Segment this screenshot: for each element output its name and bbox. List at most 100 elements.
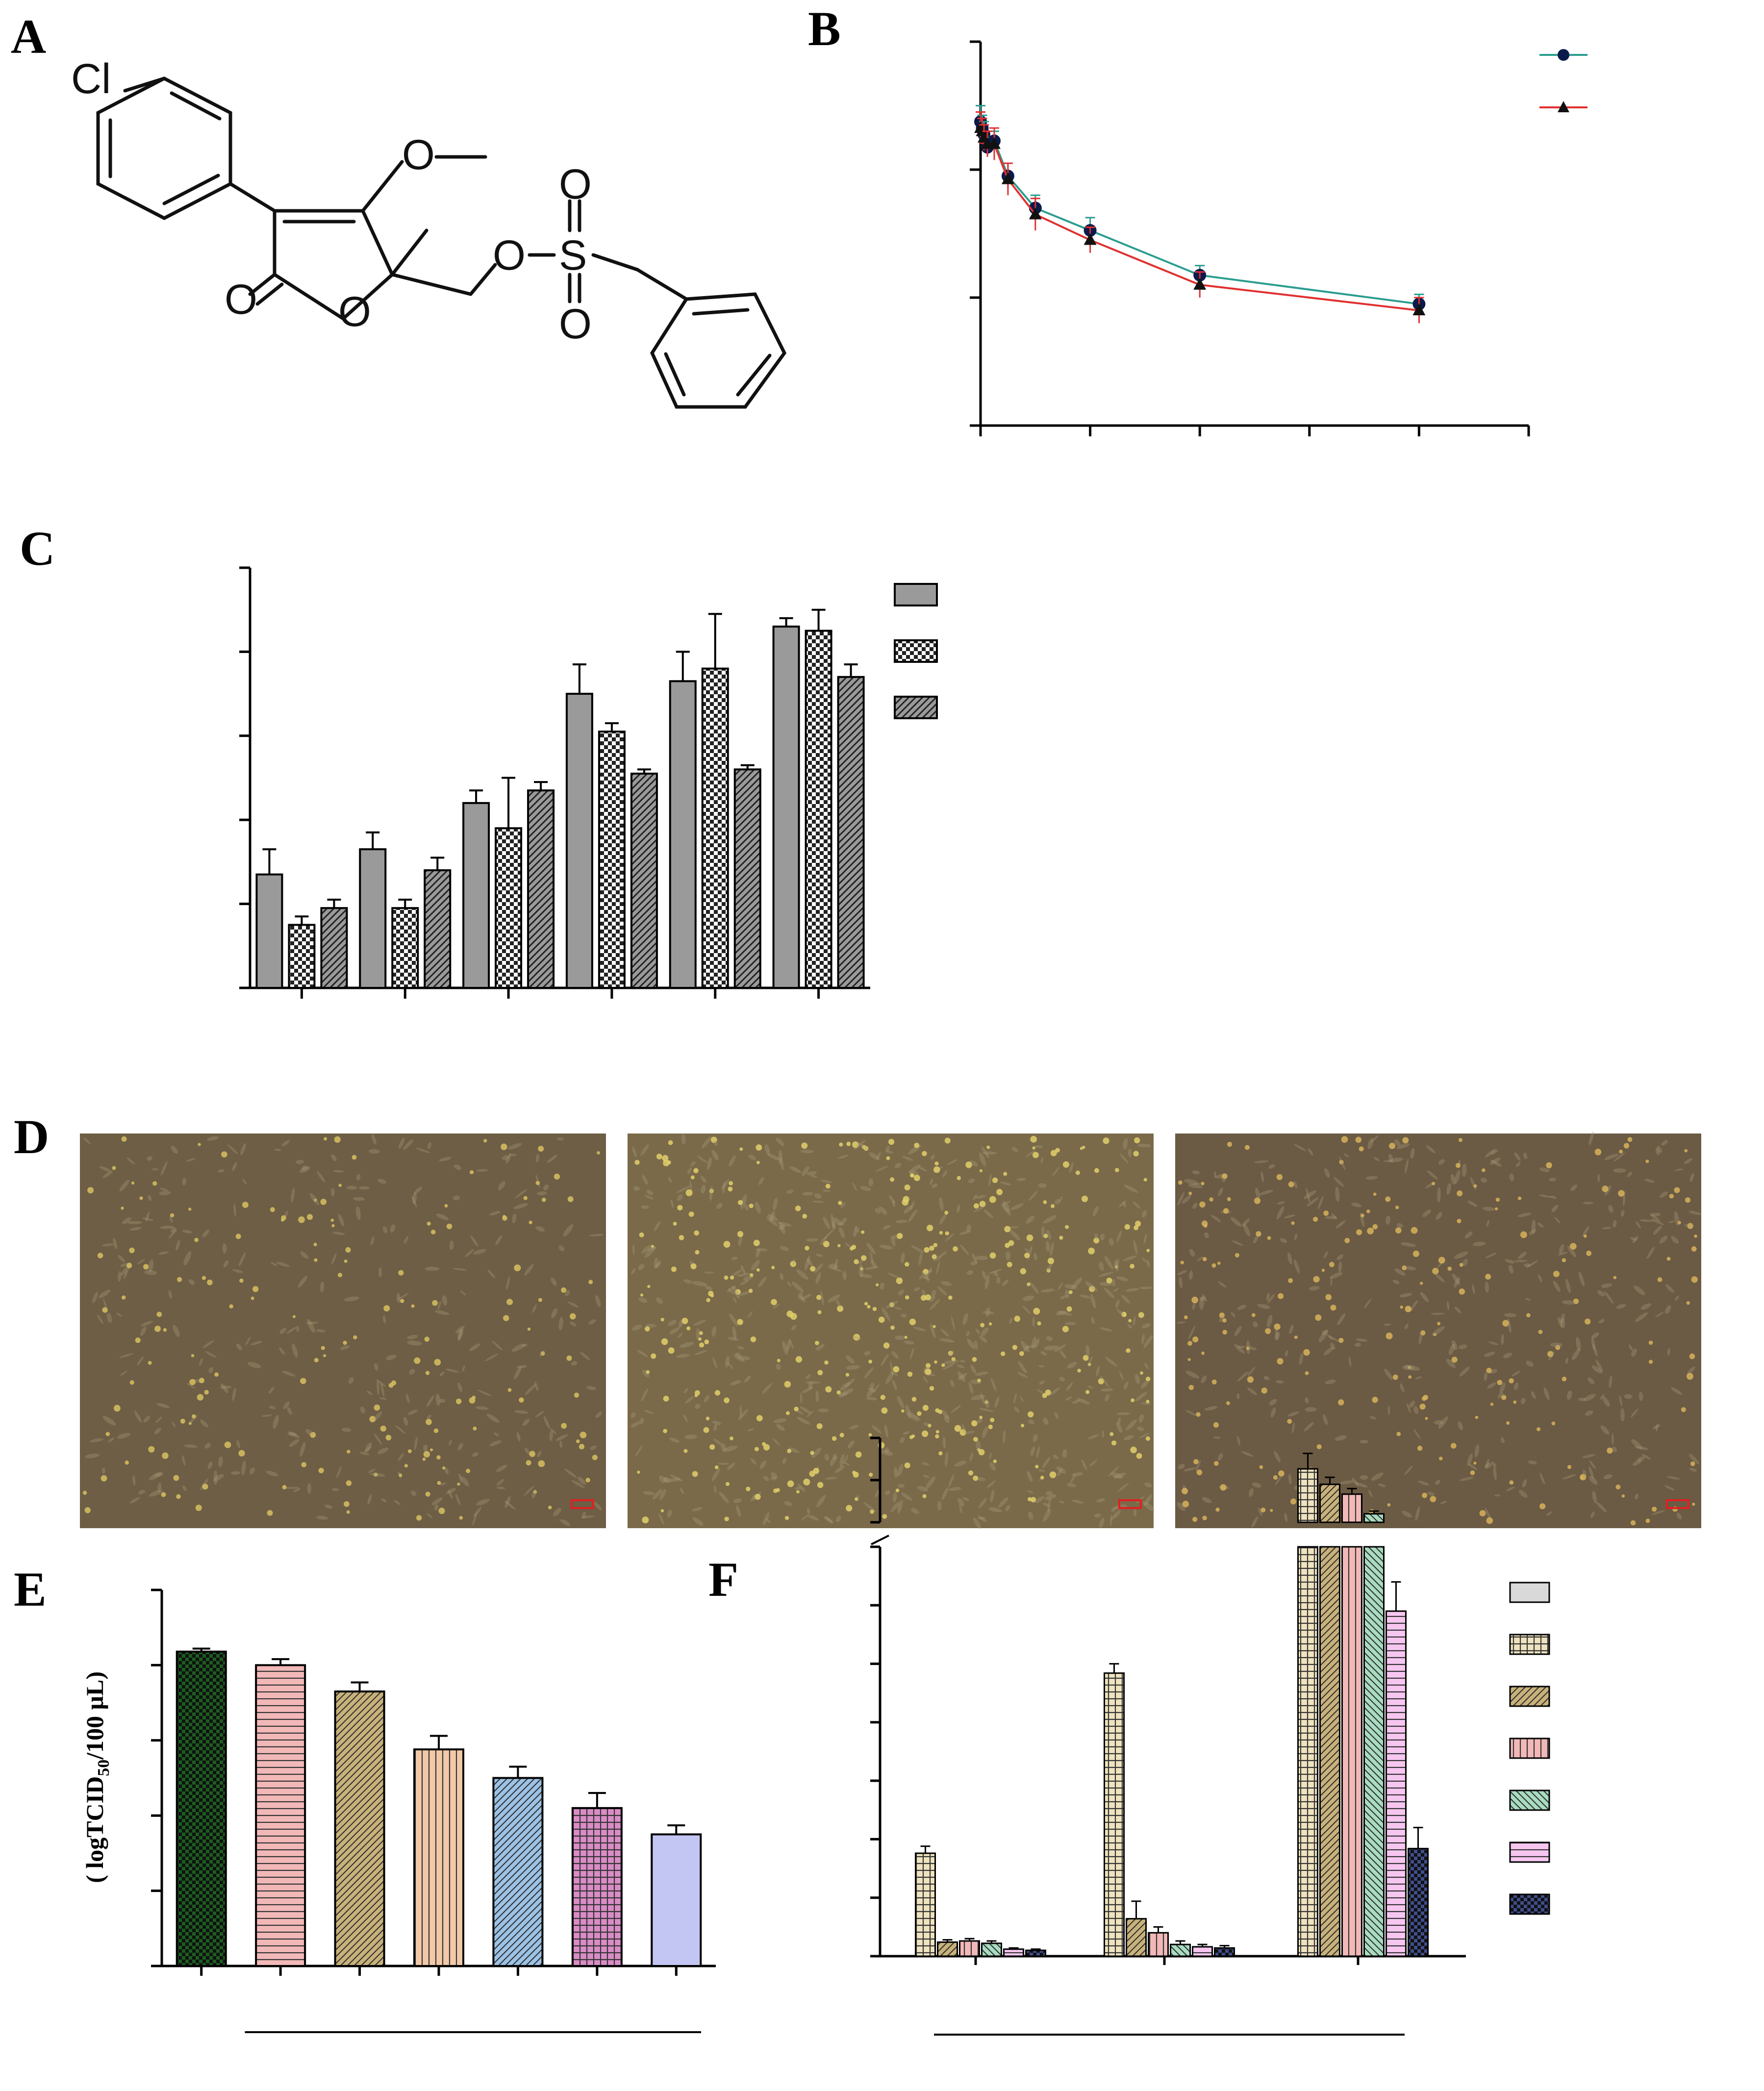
micrograph-cell-body [1640, 1303, 1651, 1310]
micrograph-cell-body [1657, 1146, 1662, 1153]
micrograph-cell-body [378, 1267, 382, 1278]
micrograph-cell [1645, 1518, 1650, 1523]
micrograph-cell-body [299, 1166, 311, 1173]
micrograph-cell-body [273, 1415, 279, 1429]
micrograph-cell-body [733, 1354, 745, 1362]
micrograph-cell-body [711, 1150, 719, 1160]
micrograph-cell-body [789, 1339, 794, 1349]
micrograph-cell-body [820, 1236, 827, 1246]
micrograph-cell-body [737, 1356, 751, 1360]
micrograph-cell-body [767, 1154, 780, 1160]
micrograph-cell-body [359, 1186, 370, 1190]
micrograph-cell-body [1546, 1511, 1552, 1516]
micrograph-cell-body [1038, 1365, 1045, 1368]
micrograph-cell-body [806, 1410, 814, 1417]
micrograph-cell-body [149, 1489, 163, 1497]
micrograph-cell-body [1497, 1392, 1504, 1399]
micrograph-cell-body [718, 1462, 729, 1465]
micrograph-cell-body [1612, 1446, 1617, 1453]
micrograph-cell-body [103, 1298, 107, 1310]
micrograph-cell-body [1486, 1220, 1489, 1227]
micrograph-cell [1630, 1520, 1636, 1526]
micrograph-cell-body [732, 1269, 742, 1277]
micrograph-cell-body [551, 1308, 557, 1318]
micrograph-cell-body [969, 1452, 974, 1461]
micrograph-cell [1691, 1276, 1698, 1283]
micrograph-cell [426, 1419, 432, 1425]
micrograph-cell-body [140, 1320, 153, 1327]
micrograph-cell-body [1247, 1366, 1256, 1377]
micrograph-cell-body [743, 1276, 754, 1281]
micrograph-cell-body [930, 1155, 935, 1160]
micrograph-cell-body [238, 1252, 246, 1266]
micrograph-cell [837, 1244, 841, 1247]
micrograph-cell-body [1483, 1207, 1495, 1211]
micrograph-cell-body [496, 1479, 504, 1486]
micrograph-cell [922, 1405, 929, 1411]
micrograph-cell-body [1204, 1406, 1218, 1411]
micrograph-cell [102, 1307, 108, 1313]
micrograph-cell [1047, 1258, 1055, 1264]
micrograph-cell [1315, 1314, 1322, 1321]
micrograph-cell [795, 1356, 803, 1363]
micrograph-cell-body [486, 1413, 500, 1423]
e-bar [651, 1833, 702, 1967]
micrograph-cell-body [723, 1445, 738, 1452]
micrograph-cell-body [1632, 1235, 1638, 1243]
micrograph-cell-body [941, 1487, 949, 1500]
micrograph-cell [411, 1304, 415, 1308]
micrograph-cell [926, 1363, 931, 1368]
micrograph-cell-body [890, 1235, 896, 1247]
micrograph-cell-body [1348, 1356, 1352, 1367]
micrograph-cell-body [1033, 1145, 1043, 1148]
micrograph-cell [935, 1430, 939, 1434]
micrograph-cell [809, 1470, 815, 1477]
micrograph-cell-body [1335, 1186, 1340, 1202]
micrograph-cell-body [1080, 1294, 1091, 1299]
micrograph-cell [771, 1265, 775, 1269]
micrograph-cell-body [1582, 1454, 1596, 1459]
micrograph-cell [677, 1205, 683, 1210]
micrograph-cell-body [220, 1383, 228, 1393]
micrograph-cell-body [1126, 1419, 1137, 1431]
micrograph-cell [979, 1415, 983, 1419]
micrograph-cell [1081, 1195, 1088, 1202]
micrograph-cell [980, 1323, 985, 1328]
micrograph-cell-body [695, 1350, 707, 1355]
micrograph-cell-body [1501, 1334, 1504, 1345]
micrograph-cell-body [240, 1143, 246, 1156]
micrograph-cell [703, 1427, 709, 1433]
micrograph-cell-body [316, 1329, 326, 1333]
micrograph-cell [199, 1378, 204, 1384]
micrograph-cell-body [551, 1277, 557, 1286]
micrograph-cell-body [1202, 1294, 1207, 1302]
micrograph-cell-body [1054, 1411, 1059, 1419]
micrograph-cell [932, 1325, 936, 1328]
micrograph-cell-body [1324, 1168, 1330, 1178]
micrograph-cell-body [204, 1443, 211, 1449]
micrograph-cell-body [1459, 1477, 1474, 1481]
micrograph-cell-body [331, 1488, 339, 1491]
micrograph-cell-body [1567, 1245, 1577, 1258]
micrograph-cell [723, 1241, 731, 1248]
micrograph-cell-body [1404, 1324, 1409, 1330]
micrograph-cell-body [236, 1343, 242, 1351]
micrograph-cell [924, 1247, 930, 1253]
micrograph-cell-body [729, 1155, 736, 1167]
micrograph-cell [1244, 1145, 1250, 1150]
micrograph-cell-body [932, 1183, 938, 1188]
micrograph-cell-body [864, 1351, 871, 1356]
micrograph-cell [538, 1145, 544, 1152]
micrograph-cell [1473, 1461, 1477, 1465]
micrograph-cell [1196, 1469, 1203, 1476]
micrograph-cell [337, 1273, 343, 1278]
micrograph-cell-body [852, 1183, 857, 1191]
micrograph-cell [1615, 1485, 1621, 1489]
micrograph-cell [1103, 1137, 1109, 1144]
micrograph-cell [1570, 1243, 1577, 1250]
micrograph-cell-body [1046, 1336, 1053, 1341]
micrograph-cell-body [513, 1203, 529, 1209]
micrograph-cell [790, 1260, 797, 1267]
micrograph-cell-body [543, 1184, 549, 1191]
micrograph-cell-body [943, 1360, 958, 1364]
